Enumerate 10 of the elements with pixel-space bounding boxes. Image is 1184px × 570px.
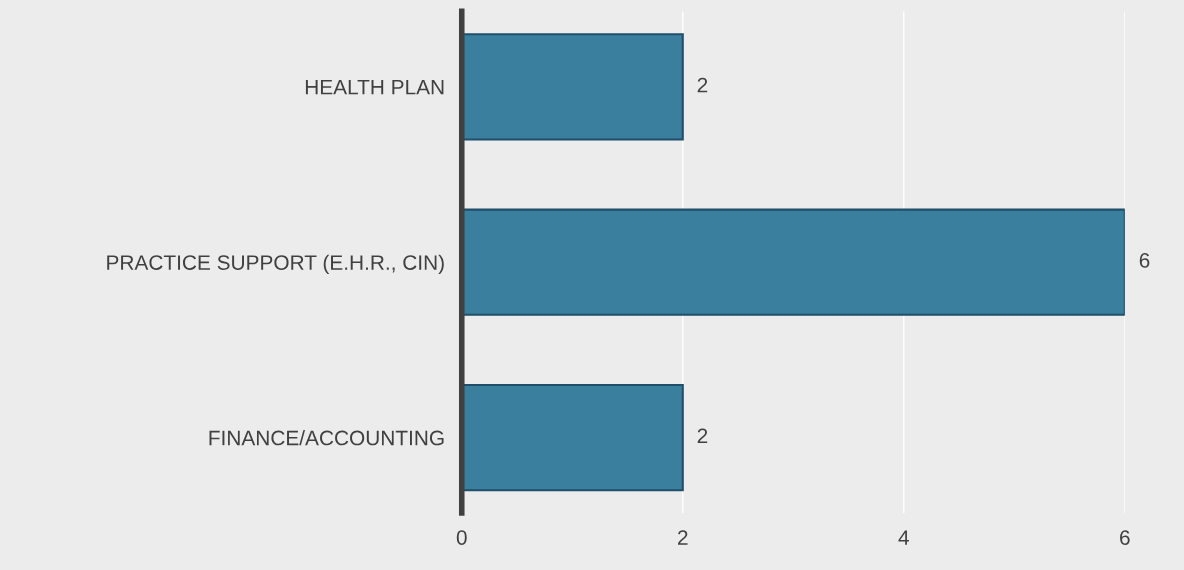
data-label: 2 bbox=[697, 77, 708, 93]
x-tick-label: 2 bbox=[678, 530, 688, 545]
x-tick-label: 4 bbox=[898, 530, 909, 545]
x-tick-label: 0 bbox=[456, 530, 467, 545]
y-tick-label: FINANCE/ACCOUNTING bbox=[209, 430, 444, 446]
x-tick-label: 6 bbox=[1120, 530, 1130, 545]
data-label: 2 bbox=[697, 428, 708, 443]
data-label: 6 bbox=[1139, 253, 1150, 268]
y-tick-label: PRACTICE SUPPORT (E.H.R., CIN) bbox=[107, 254, 444, 275]
y-tick-label: HEALTH PLAN bbox=[305, 80, 444, 95]
